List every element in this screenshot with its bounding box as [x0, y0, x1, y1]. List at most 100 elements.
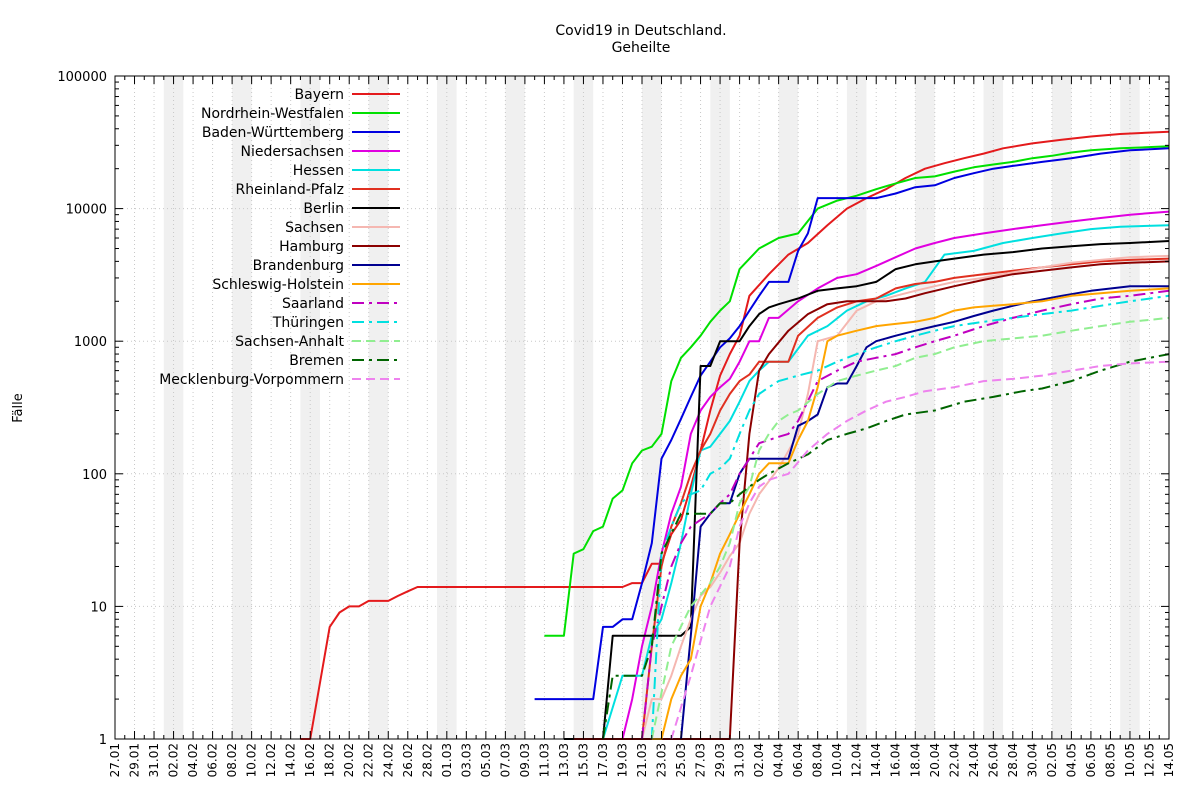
x-tick-label: 23.03	[655, 743, 669, 777]
series-line-baden-w-rttemberg	[534, 147, 1170, 701]
x-tick-label: 26.04	[986, 743, 1000, 777]
legend-label: Bayern	[295, 87, 344, 103]
weekend-band	[778, 76, 799, 739]
y-tick-label: 1000	[74, 335, 107, 350]
y-tick-label: 10	[90, 600, 107, 615]
legend-label: Mecklenburg-Vorpommern	[159, 372, 344, 388]
x-tick-label: 12.02	[264, 743, 278, 777]
x-tick-label: 27.01	[108, 743, 122, 777]
x-tick-label: 18.02	[323, 743, 337, 777]
x-tick-label: 03.03	[459, 743, 473, 777]
weekend-band	[915, 76, 935, 739]
y-axis-label: Fälle	[11, 393, 26, 422]
ticks: 1 10 100 1000 10000 100000 27.01 29.01 31.01 02.0…	[57, 70, 1176, 777]
legend-label: Rheinland-Pfalz	[236, 182, 344, 198]
x-tick-label: 14.02	[284, 743, 298, 777]
x-tick-label: 04.05	[1064, 743, 1078, 777]
legend: Bayern Nordrhein-Westfalen Baden-Württembe…	[159, 87, 400, 388]
legend-label: Saarland	[282, 296, 344, 312]
legend-label: Hessen	[293, 163, 344, 179]
x-tick-label: 22.04	[947, 743, 961, 777]
x-tick-label: 05.03	[479, 743, 493, 777]
x-tick-label: 24.04	[967, 743, 981, 777]
x-tick-label: 06.04	[791, 743, 805, 777]
legend-label: Sachsen	[285, 220, 344, 236]
x-tick-label: 14.05	[1162, 743, 1176, 777]
weekend-shading	[163, 76, 1140, 739]
x-tick-label: 07.03	[498, 743, 512, 777]
x-tick-label: 14.04	[869, 743, 883, 777]
y-tick-label: 100	[82, 468, 107, 483]
x-tick-label: 28.04	[1006, 743, 1020, 777]
x-tick-label: 16.04	[889, 743, 903, 777]
x-tick-label: 28.02	[420, 743, 434, 777]
series-line-bayern	[300, 130, 1170, 740]
x-tick-label: 20.04	[928, 743, 942, 777]
x-tick-label: 06.02	[206, 743, 220, 777]
x-tick-label: 10.05	[1123, 743, 1137, 777]
series-line-sachsen-anhalt	[650, 316, 1170, 740]
x-tick-label: 26.02	[401, 743, 415, 777]
weekend-band	[300, 76, 320, 739]
x-tick-label: 24.02	[381, 743, 395, 777]
legend-label: Sachsen-Anhalt	[235, 334, 344, 350]
weekend-band	[710, 76, 730, 739]
grid	[115, 76, 1169, 739]
x-tick-label: 21.03	[635, 743, 649, 777]
series-line-berlin	[563, 240, 1170, 740]
series-line-brandenburg	[680, 285, 1169, 740]
weekend-band	[983, 76, 1004, 739]
legend-label: Berlin	[303, 201, 344, 217]
y-tick-label: 1	[99, 733, 107, 748]
series-lines	[300, 130, 1170, 740]
x-tick-label: 08.02	[225, 743, 239, 777]
x-tick-label: 08.04	[811, 743, 825, 777]
series-line-rheinland-pfalz	[641, 257, 1170, 740]
y-tick-label: 10000	[66, 203, 107, 218]
x-tick-label: 22.02	[362, 743, 376, 777]
legend-label: Niedersachsen	[241, 144, 344, 160]
series-line-hamburg	[573, 260, 1170, 740]
x-tick-label: 30.04	[1025, 743, 1039, 777]
legend-label: Thüringen	[272, 315, 344, 331]
x-tick-label: 02.02	[167, 743, 181, 777]
x-tick-label: 04.04	[772, 743, 786, 777]
legend-label: Bremen	[289, 353, 344, 369]
x-tick-label: 29.03	[713, 743, 727, 777]
x-tick-label: 12.05	[1142, 743, 1156, 777]
x-tick-label: 15.03	[576, 743, 590, 777]
x-tick-label: 09.03	[518, 743, 532, 777]
x-tick-label: 16.02	[303, 743, 317, 777]
series-line-niedersachsen	[621, 210, 1170, 740]
weekend-band	[573, 76, 594, 739]
weekend-band	[232, 76, 252, 739]
weekend-band	[505, 76, 525, 739]
weekend-band	[1120, 76, 1140, 739]
x-tick-label: 06.05	[1084, 743, 1098, 777]
weekend-band	[1051, 76, 1072, 739]
weekend-band	[163, 76, 184, 739]
x-tick-label: 25.03	[674, 743, 688, 777]
x-tick-label: 04.02	[186, 743, 200, 777]
x-tick-label: 08.05	[1103, 743, 1117, 777]
x-tick-label: 12.04	[850, 743, 864, 777]
y-tick-label: 100000	[57, 70, 107, 85]
series-line-sachsen	[641, 254, 1170, 740]
x-tick-label: 19.03	[615, 743, 629, 777]
x-tick-label: 01.03	[440, 743, 454, 777]
series-line-saarland	[641, 289, 1170, 740]
series-line-mecklenburg-vorpommern	[670, 360, 1170, 740]
legend-label: Hamburg	[279, 239, 344, 255]
x-tick-label: 11.03	[537, 743, 551, 777]
x-tick-label: 31.01	[147, 743, 161, 777]
x-tick-label: 02.04	[752, 743, 766, 777]
x-tick-label: 18.04	[908, 743, 922, 777]
series-line-nordrhein-westfalen	[544, 145, 1170, 637]
weekend-band	[368, 76, 389, 739]
x-tick-label: 10.02	[245, 743, 259, 777]
weekend-band	[437, 76, 457, 739]
chart-subtitle: Geheilte	[612, 40, 671, 56]
x-tick-label: 17.03	[596, 743, 610, 777]
x-tick-label: 27.03	[694, 743, 708, 777]
